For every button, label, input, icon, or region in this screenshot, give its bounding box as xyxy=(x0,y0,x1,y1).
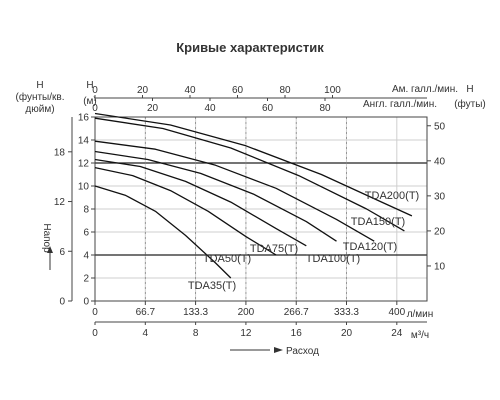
left-outer-tick-label: 0 xyxy=(59,297,65,308)
left-inner-tick-label: 10 xyxy=(78,182,90,193)
bottom-m3h-tick-label: 12 xyxy=(240,328,252,339)
bottom-m3h-tick-label: 4 xyxy=(143,328,149,339)
series-label: TDA50(T) xyxy=(203,253,251,265)
bottom-lmin-tick-label: 133.3 xyxy=(183,307,208,318)
top-imp-gal-label: Англ. галл./мин. xyxy=(363,99,437,110)
left-inner-tick-label: 14 xyxy=(78,136,90,147)
top-imp-gal-tick-label: 0 xyxy=(92,103,98,114)
left-inner-tick-label: 6 xyxy=(83,228,89,239)
left-outer-tick-label: 18 xyxy=(54,147,66,158)
series-label: TDA75(T) xyxy=(250,243,298,255)
left-inner-axis-label-1: H xyxy=(86,80,93,91)
series-line xyxy=(94,112,413,217)
right-axis-label-2: (футы) xyxy=(454,98,486,110)
top-us-gal-tick-label: 80 xyxy=(279,85,291,96)
left-inner-tick-label: 0 xyxy=(83,297,89,308)
bottom-lmin-label: л/мин xyxy=(407,309,434,320)
series-line xyxy=(94,117,405,232)
left-outer-tick-label: 12 xyxy=(54,197,66,208)
bottom-lmin-tick-label: 0 xyxy=(92,307,98,318)
top-imp-gal-tick-label: 40 xyxy=(204,103,216,114)
grid-layer xyxy=(94,116,427,301)
bottom-lmin-tick-label: 200 xyxy=(238,307,255,318)
series-label: TDA100(T) xyxy=(306,253,360,265)
head-caption: Напор xyxy=(41,223,52,253)
bottom-lmin-tick-label: 266.7 xyxy=(284,307,309,318)
top-us-gal-tick-label: 0 xyxy=(92,85,98,96)
bottom-m3h-tick-label: 8 xyxy=(193,328,199,339)
right-tick-label: 10 xyxy=(434,261,446,272)
right-tick-label: 20 xyxy=(434,226,446,237)
series-line xyxy=(94,166,277,256)
left-inner-tick-label: 2 xyxy=(83,274,89,285)
flow-caption-arrow-head xyxy=(274,347,283,353)
bottom-m3h-tick-label: 20 xyxy=(341,328,353,339)
series-label: TDA35(T) xyxy=(188,280,236,292)
left-outer-axis-label-1: H xyxy=(36,80,43,91)
series-label: TDA150(T) xyxy=(351,216,405,228)
series-line xyxy=(94,150,337,242)
left-outer-axis-label-2: (фунты/кв. xyxy=(16,91,65,103)
top-us-gal-label: Ам. галл./мин. xyxy=(392,84,458,95)
flow-caption: Расход xyxy=(286,346,319,357)
series-label: TDA200(T) xyxy=(365,190,419,202)
bottom-m3h-label: м³/ч xyxy=(411,330,429,341)
series-line xyxy=(94,140,375,242)
series-line xyxy=(94,185,232,279)
top-us-gal-tick-label: 20 xyxy=(137,85,149,96)
left-outer-axis-label-3: дюйм) xyxy=(25,104,54,115)
top-imp-gal-tick-label: 80 xyxy=(319,103,331,114)
top-imp-gal-tick-label: 60 xyxy=(262,103,274,114)
left-inner-tick-label: 16 xyxy=(78,113,90,124)
bottom-m3h-tick-label: 16 xyxy=(291,328,303,339)
head-caption-arrow-head xyxy=(47,246,53,253)
top-us-gal-tick-label: 40 xyxy=(184,85,196,96)
series-line xyxy=(94,158,307,247)
top-imp-gal-tick-label: 20 xyxy=(147,103,159,114)
series-label: TDA120(T) xyxy=(343,241,397,253)
right-tick-label: 50 xyxy=(434,121,446,132)
bottom-lmin-tick-label: 66.7 xyxy=(136,307,156,318)
bottom-m3h-tick-label: 24 xyxy=(391,328,403,339)
top-us-gal-tick-label: 60 xyxy=(232,85,244,96)
bottom-lmin-tick-label: 400 xyxy=(388,307,405,318)
bottom-lmin-tick-label: 333.3 xyxy=(334,307,359,318)
right-tick-label: 30 xyxy=(434,191,446,202)
left-inner-tick-label: 12 xyxy=(78,159,90,170)
left-inner-tick-label: 8 xyxy=(83,205,89,216)
right-tick-label: 40 xyxy=(434,156,446,167)
left-inner-tick-label: 4 xyxy=(83,251,89,262)
left-outer-tick-label: 6 xyxy=(59,247,65,258)
top-us-gal-tick-label: 100 xyxy=(324,85,341,96)
chart-title: Кривые характеристик xyxy=(176,40,324,55)
bottom-m3h-tick-label: 0 xyxy=(92,328,98,339)
right-axis-label-1: H xyxy=(466,84,473,95)
left-inner-axis-label-2: (м) xyxy=(83,96,97,107)
series-layer: TDA35(T) TDA50(T)TDA75(T) TDA100(T)TDA120(… xyxy=(94,112,419,292)
